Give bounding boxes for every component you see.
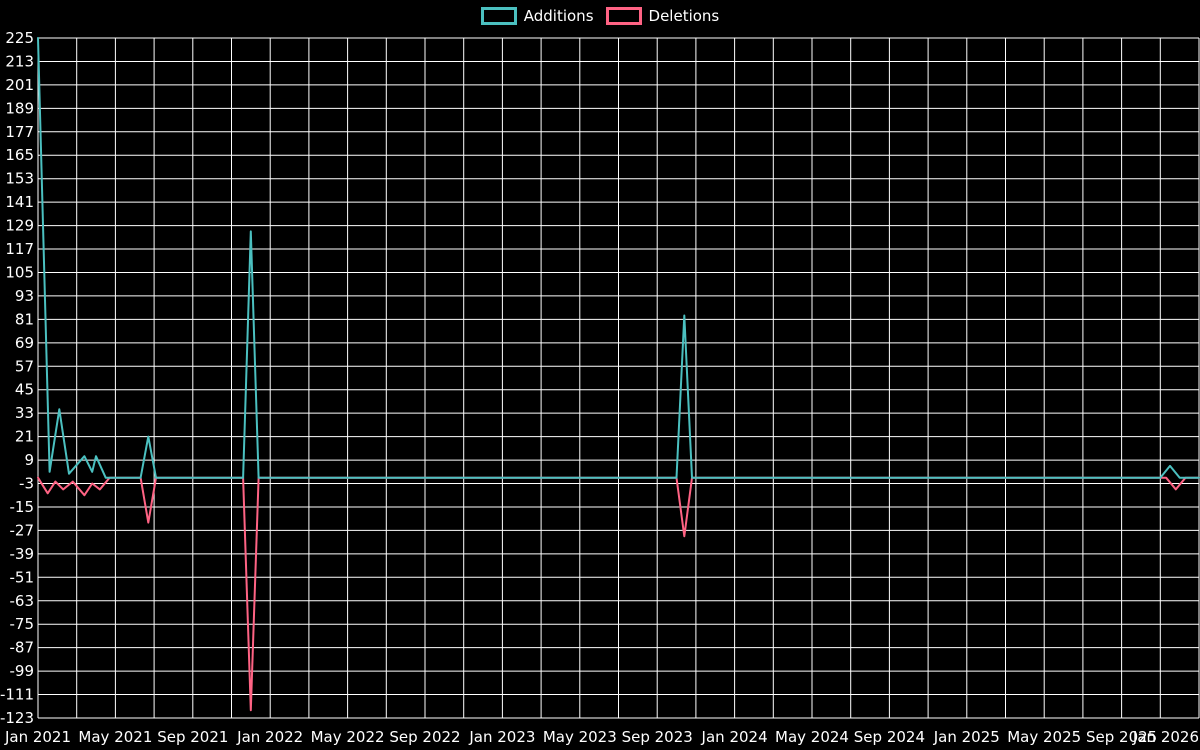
y-axis-tick-label: 213 [5,52,34,70]
y-axis-tick-label: 141 [5,193,34,211]
y-axis-tick-label: 189 [5,99,34,117]
x-axis-tick-label: Jan 2026 [1132,728,1199,746]
y-axis-tick-label: -51 [10,568,35,586]
x-axis-tick-label: Jan 2022 [236,728,303,746]
y-axis-tick-label: 57 [15,357,34,375]
y-axis-tick-label: -3 [19,475,34,493]
y-axis-tick-label: -39 [10,545,35,563]
x-axis-tick-label: Sep 2021 [157,728,228,746]
deletions-swatch-icon [605,7,642,25]
y-axis-tick-label: 105 [5,263,34,281]
y-axis-tick-label: -99 [10,662,35,680]
x-axis-tick-label: May 2022 [311,728,385,746]
legend-label-deletions: Deletions [648,7,720,25]
y-axis-tick-label: -63 [10,592,35,610]
y-axis-tick-label: 165 [5,146,34,164]
y-axis-tick-label: 45 [15,381,34,399]
additions-line [37,37,1200,479]
x-axis-tick-label: Sep 2024 [854,728,925,746]
y-axis-tick-label: 81 [15,310,34,328]
x-axis-tick-label: Sep 2022 [389,728,460,746]
y-axis-tick-label: 177 [5,123,34,141]
x-axis-tick-label: Jan 2025 [933,728,1000,746]
y-axis-tick-label: -75 [10,615,35,633]
legend-item-additions[interactable]: Additions [480,7,594,25]
y-axis-tick-label: -15 [10,498,35,516]
x-axis-tick-label: May 2023 [543,728,617,746]
y-axis-tick-label: 93 [15,287,34,305]
y-axis-tick-label: 129 [5,217,34,235]
x-axis-tick-label: May 2021 [78,728,152,746]
y-axis-tick-label: 153 [5,170,34,188]
x-axis-tick-label: May 2025 [1007,728,1081,746]
y-axis-tick-label: -27 [10,521,35,539]
legend-label-additions: Additions [523,7,594,25]
y-axis-tick-label: 9 [24,451,34,469]
x-axis-tick-label: Jan 2024 [701,728,768,746]
y-axis-tick-label: -111 [0,686,34,704]
y-axis-tick-label: -87 [10,639,35,657]
additions-swatch-icon [480,7,517,25]
legend-item-deletions[interactable]: Deletions [605,7,720,25]
y-axis-tick-label: 117 [5,240,34,258]
y-axis-tick-label: 21 [15,428,34,446]
y-axis-tick-label: 33 [15,404,34,422]
chart-legend: Additions Deletions [0,7,1200,25]
y-axis-tick-label: 201 [5,76,34,94]
x-axis-tick-label: Jan 2023 [468,728,535,746]
x-axis-tick-label: May 2024 [775,728,849,746]
x-axis-tick-label: Sep 2025 [1086,728,1157,746]
x-axis-tick-label: Sep 2023 [622,728,693,746]
y-axis-tick-label: 69 [15,334,34,352]
x-axis-tick-label: Jan 2021 [4,728,71,746]
y-axis-tick-label: -123 [0,709,34,727]
y-axis-tick-label: 225 [5,29,34,47]
